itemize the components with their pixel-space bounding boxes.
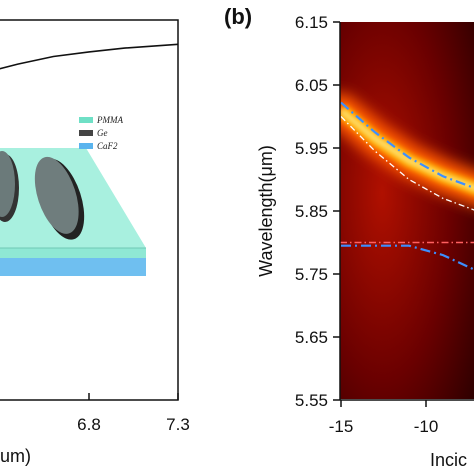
legend-label-pmma: PMMA [96,115,123,125]
panel-b-ytick-label: 6.15 [295,13,328,32]
legend-label-caf2: CaF2 [97,141,118,151]
legend-swatch-pmma [79,117,93,123]
caf2-substrate [0,258,146,276]
heatmap-background [340,22,474,399]
panel-b-ytick-label: 5.65 [295,328,328,347]
panel-b-ytick-label: 6.05 [295,76,328,95]
panel-b-xtick-label: -10 [414,417,439,436]
panel-b-xtick-label: -15 [329,417,354,436]
panel-a-legend: PMMA Ge CaF2 [79,115,123,151]
legend-swatch-caf2 [79,143,93,149]
ge-disk-left [0,151,15,217]
legend-label-ge: Ge [97,128,108,138]
panel-b-ytick-label: 5.95 [295,139,328,158]
panel-b-ytick-label: 5.75 [295,265,328,284]
panel-b-xlabel-fragment: Incic [430,450,467,470]
panel-b-label: (b) [224,4,252,29]
heatmap [340,22,474,399]
panel-b-ytick-label: 5.55 [295,391,328,410]
panel-a-xtick-6.8: 6.8 [77,415,101,434]
panel-a-frame [0,19,179,401]
ge-disk-right [34,156,79,234]
structure-illustration [0,148,146,276]
panel-a-ticks [88,393,179,400]
heatmap-band-core [340,108,474,191]
panel-a-series-line [0,43,179,70]
panel-b-ytick-label: 5.85 [295,202,328,221]
pmma-layer-front [0,248,146,258]
legend-swatch-ge [79,130,93,136]
panel-a-xtick-7.3: 7.3 [166,415,190,434]
white-dashdot-curve [340,116,474,211]
blue-dashdot-upper [340,101,474,190]
panel-b-ticks: 6.15 6.05 5.95 5.85 5.75 5.65 5.55-15 -10 [295,13,438,436]
panel-b: (b) 6.15 6.05 5.95 5.85 5.75 5.65 5.55-15 -10 W… [224,4,474,470]
panel-b-ylabel: Wavelength(μm) [256,145,276,277]
blue-dashdot-lower [341,244,474,271]
panel-a-xlabel-fragment: um) [0,446,31,466]
panel-a: 6.8 7.3 um) PMMA Ge CaF2 [0,19,190,466]
